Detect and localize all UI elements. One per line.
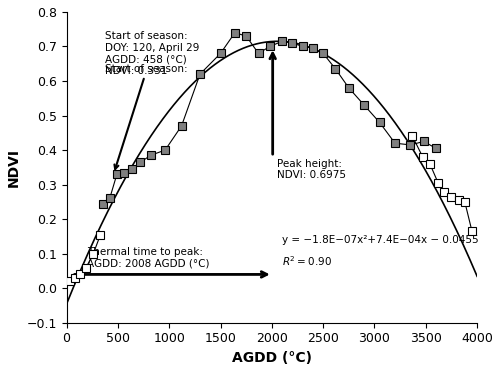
Y-axis label: NDVI: NDVI: [7, 148, 21, 187]
Text: Thermal time to peak:
AGDD: 2008 AGDD (°C): Thermal time to peak: AGDD: 2008 AGDD (°…: [87, 247, 210, 268]
Text: Start of season:: Start of season:: [104, 64, 187, 74]
Text: Peak height:
NDVI: 0.6975: Peak height: NDVI: 0.6975: [277, 159, 346, 180]
Text: y = −1.8E−07x²+7.4E−04x − 0.0455: y = −1.8E−07x²+7.4E−04x − 0.0455: [282, 235, 478, 245]
Text: Start of season:
DOY: 120, April 29
AGDD: 458 (°C)
NDVI: 0.331: Start of season: DOY: 120, April 29 AGDD…: [104, 31, 199, 169]
Text: $R^2 = 0.90$: $R^2 = 0.90$: [282, 254, 332, 267]
X-axis label: AGDD (°C): AGDD (°C): [232, 351, 312, 365]
